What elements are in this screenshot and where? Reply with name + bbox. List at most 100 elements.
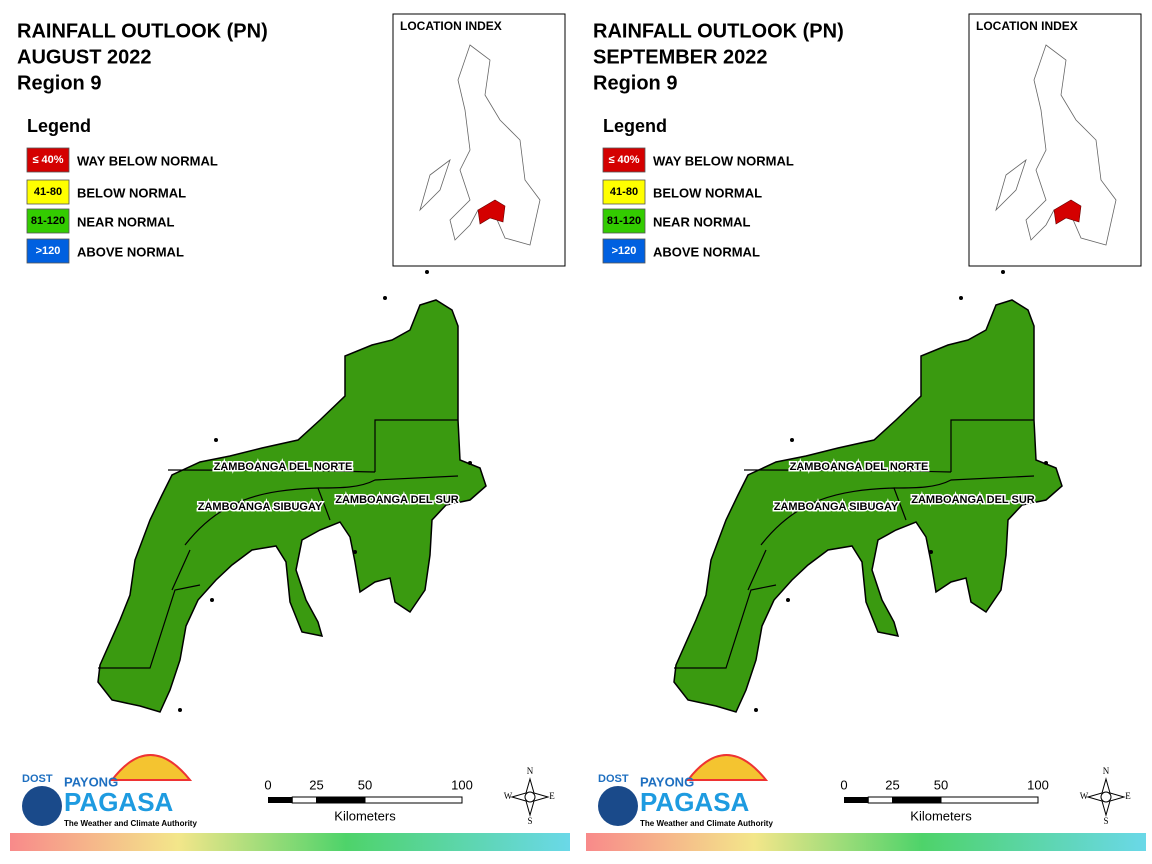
scale-label: 100 <box>451 777 473 792</box>
title-line: RAINFALL OUTLOOK (PN) <box>593 20 844 42</box>
islet <box>383 296 387 300</box>
islet <box>425 270 429 274</box>
region-highlight <box>1053 199 1082 225</box>
legend-range: >120 <box>612 245 637 257</box>
title-line: SEPTEMBER 2022 <box>593 46 768 68</box>
title-line: RAINFALL OUTLOOK (PN) <box>17 20 268 42</box>
legend-range: 41-80 <box>34 186 62 198</box>
scale-label: 0 <box>264 777 271 792</box>
scale-segment <box>844 797 869 803</box>
logo-name1: PAYONG <box>64 774 118 789</box>
compass-letter: W <box>504 791 513 801</box>
compass-rose <box>1086 777 1126 817</box>
legend-label: NEAR NORMAL <box>77 214 175 229</box>
logo-agency: DOST <box>22 773 53 785</box>
logo-name2: PAGASA <box>640 787 750 817</box>
province-border <box>743 469 952 473</box>
logo-seal <box>598 786 638 826</box>
scale-segment <box>364 796 463 804</box>
province-border <box>374 419 458 472</box>
province-label: ZAMBOANGA SIBUGAY <box>198 501 323 513</box>
scale-segment <box>291 796 317 804</box>
islet <box>210 598 214 602</box>
location-index-title: LOCATION INDEX <box>976 19 1078 33</box>
footer-gradient <box>586 833 1146 851</box>
scale-segment <box>316 796 366 804</box>
compass-letter: N <box>527 766 534 776</box>
footer-gradient <box>10 833 570 851</box>
scale-label: 0 <box>840 777 847 792</box>
scale-label: 50 <box>358 777 372 792</box>
islet <box>959 296 963 300</box>
legend-swatch <box>602 179 646 205</box>
legend-swatch <box>602 147 646 173</box>
province-border <box>747 549 767 591</box>
legend-label: WAY BELOW NORMAL <box>77 153 218 168</box>
legend-range: 81-120 <box>31 215 65 227</box>
logo-name2: PAGASA <box>64 787 174 817</box>
legend-range: 41-80 <box>610 186 638 198</box>
province-border <box>950 419 1034 472</box>
legend-swatch <box>26 238 70 264</box>
umbrella <box>109 754 193 781</box>
scale-unit: Kilometers <box>334 808 396 823</box>
legend-label: NEAR NORMAL <box>653 214 751 229</box>
islet <box>1044 461 1048 465</box>
legend-swatch <box>602 238 646 264</box>
scale-segment <box>268 797 293 803</box>
province-border <box>317 475 459 489</box>
province-border <box>98 584 201 669</box>
islet <box>1001 270 1005 274</box>
compass-letter: E <box>1125 791 1131 801</box>
scale-label: 50 <box>934 777 948 792</box>
scale-label: 100 <box>1027 777 1049 792</box>
province-label: ZAMBOANGA SIBUGAY <box>774 501 899 513</box>
province-label: ZAMBOANGA DEL SUR <box>335 494 459 506</box>
legend-range: >120 <box>36 245 61 257</box>
legend-label: ABOVE NORMAL <box>77 244 184 259</box>
legend-range: 81-120 <box>607 215 641 227</box>
title-line: Region 9 <box>17 72 101 94</box>
scale-segment <box>867 796 893 804</box>
province-border <box>184 487 331 546</box>
legend-label: ABOVE NORMAL <box>653 244 760 259</box>
scale-segment <box>940 796 1039 804</box>
legend-swatch <box>26 208 70 234</box>
compass-center <box>524 791 536 803</box>
logo-seal <box>22 786 62 826</box>
panel: RAINFALL OUTLOOK (PN) SEPTEMBER 2022 Regio… <box>586 13 1146 851</box>
legend-title: Legend <box>603 116 667 136</box>
islet <box>786 598 790 602</box>
location-index-title: LOCATION INDEX <box>400 19 502 33</box>
compass-letter: S <box>527 816 532 826</box>
islet <box>754 708 758 712</box>
region-map <box>673 299 1063 713</box>
compass-rose <box>510 777 550 817</box>
islet <box>929 550 933 554</box>
panel: RAINFALL OUTLOOK (PN) AUGUST 2022 Region 9… <box>10 13 570 851</box>
scale-label: 25 <box>885 777 899 792</box>
title-line: Region 9 <box>593 72 677 94</box>
title-line: AUGUST 2022 <box>17 46 152 68</box>
compass-letter: N <box>1103 766 1110 776</box>
province-border <box>674 584 777 669</box>
islet <box>468 461 472 465</box>
legend-swatch <box>26 147 70 173</box>
compass-letter: W <box>1080 791 1089 801</box>
province-label: ZAMBOANGA DEL NORTE <box>214 461 353 473</box>
umbrella <box>685 754 769 781</box>
legend-label: BELOW NORMAL <box>77 185 186 200</box>
province-label: ZAMBOANGA DEL NORTE <box>790 461 929 473</box>
region-highlight <box>477 199 506 225</box>
islet <box>178 708 182 712</box>
province-label: ZAMBOANGA DEL SUR <box>911 494 1035 506</box>
province-border <box>760 487 907 546</box>
compass-letter: E <box>549 791 555 801</box>
logo-tagline: The Weather and Climate Authority <box>64 819 197 828</box>
legend-swatch <box>602 208 646 234</box>
islet <box>790 438 794 442</box>
legend-title: Legend <box>27 116 91 136</box>
legend-range: ≤ 40% <box>608 154 639 166</box>
compass-letter: S <box>1103 816 1108 826</box>
